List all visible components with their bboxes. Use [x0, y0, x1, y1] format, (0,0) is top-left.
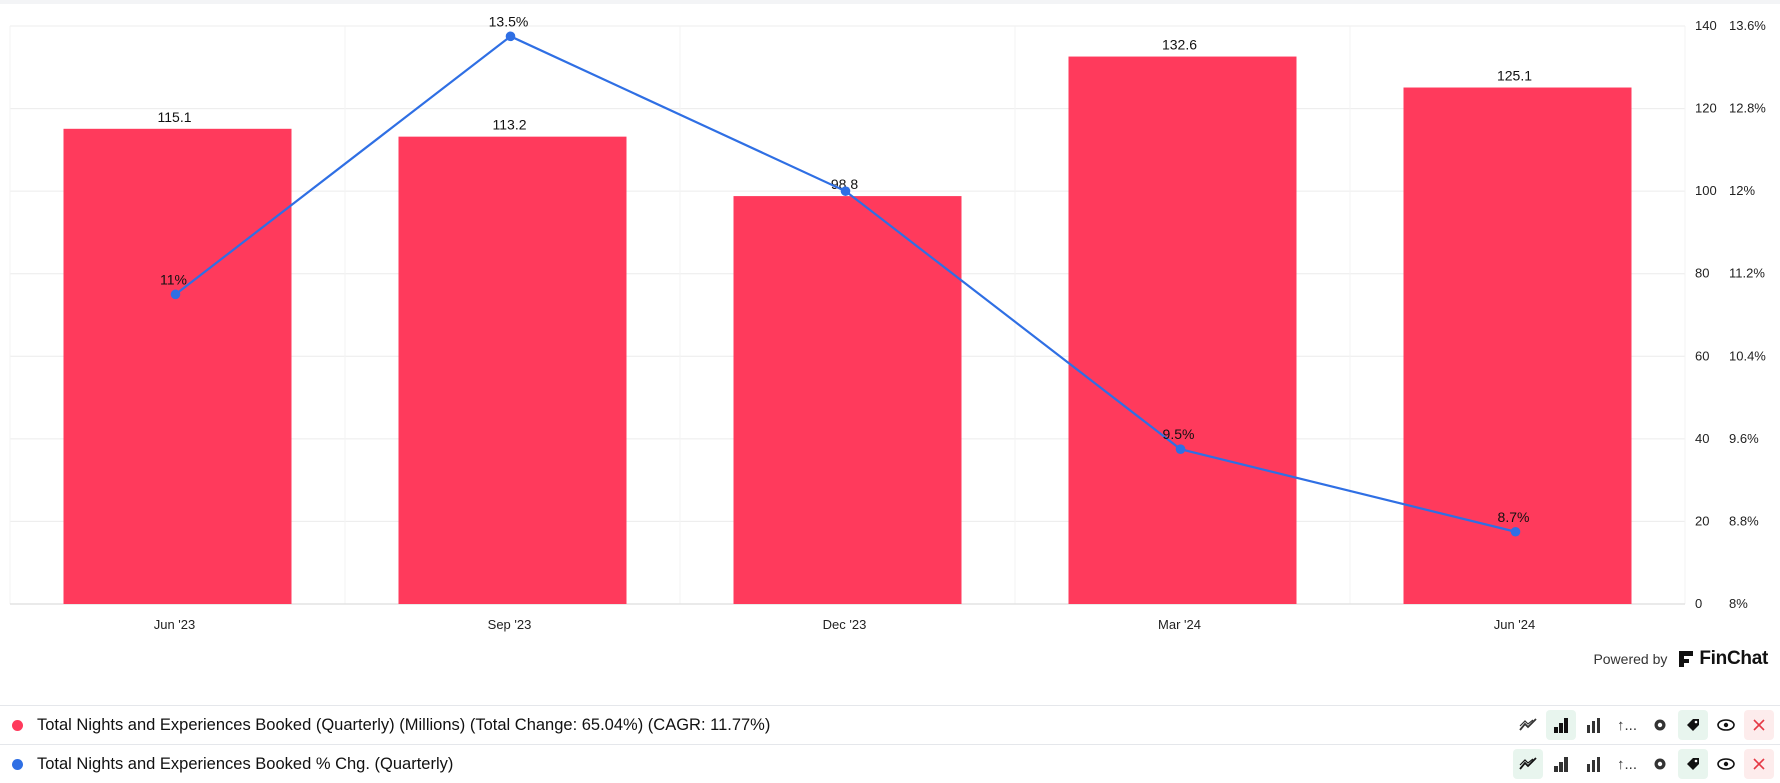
bar-value-label: 115.1: [158, 109, 192, 125]
bar-chart-icon[interactable]: [1546, 710, 1576, 740]
y-right-tick-label: 13.6%: [1729, 18, 1766, 33]
gear-icon[interactable]: [1645, 710, 1675, 740]
y-right-tick-label: 12%: [1729, 183, 1755, 198]
top-strip: [0, 0, 1780, 4]
bar: [733, 196, 962, 604]
bar: [63, 128, 292, 604]
close-icon[interactable]: [1744, 710, 1774, 740]
legend-dot-pct-change: [12, 758, 23, 770]
gear-icon[interactable]: [1645, 749, 1675, 779]
y-right-tick-label: 8.8%: [1729, 513, 1759, 528]
finchat-logo-text: FinChat: [1699, 648, 1768, 669]
y-left-tick-label: 0: [1695, 596, 1702, 611]
bar-chart-icon[interactable]: [1546, 749, 1576, 779]
line-chart-icon[interactable]: [1513, 710, 1543, 740]
eye-icon[interactable]: [1711, 710, 1741, 740]
tag-icon[interactable]: [1678, 749, 1708, 779]
y-right-tick-label: 11.2%: [1729, 266, 1765, 281]
y-left-tick-label: 100: [1695, 183, 1717, 198]
y-left-tick-label: 40: [1695, 431, 1709, 446]
x-tick-label: Mar '24: [1158, 617, 1201, 632]
powered-by: Powered by FinChat: [1593, 648, 1768, 670]
series-toolbar-pct-change: ↑...: [1513, 749, 1774, 779]
line-point: [505, 31, 516, 42]
sort-icon[interactable]: ↑...: [1616, 716, 1637, 734]
sort-icon[interactable]: ↑...: [1616, 755, 1637, 773]
grouped-bar-icon[interactable]: [1579, 749, 1609, 779]
y-right-tick-label: 10.4%: [1729, 348, 1766, 363]
bar-value-label: 132.6: [1162, 37, 1197, 53]
y-right-tick-label: 12.8%: [1729, 101, 1766, 116]
line-point: [840, 186, 851, 196]
legend-label-pct-change[interactable]: Total Nights and Experiences Booked % Ch…: [37, 754, 454, 773]
series-toolbar-bookings: ↑...: [1513, 710, 1774, 740]
y-right-tick-label: 9.6%: [1729, 431, 1759, 446]
line-point: [1510, 526, 1521, 537]
line-point: [1175, 444, 1186, 454]
x-tick-label: Dec '23: [823, 617, 867, 632]
y-left-tick-label: 80: [1695, 266, 1709, 281]
finchat-logo-icon: [1679, 651, 1694, 667]
line-value-label: 11%: [160, 271, 187, 287]
finchat-logo[interactable]: FinChat: [1677, 648, 1768, 670]
y-right-tick-label: 8%: [1729, 596, 1748, 611]
bar: [1068, 56, 1297, 604]
bar-value-label: 125.1: [1497, 68, 1532, 84]
bar: [398, 136, 627, 604]
legend-dot-bookings: [12, 719, 23, 731]
y-left-tick-label: 140: [1695, 18, 1717, 33]
bar: [1403, 87, 1632, 604]
bar-value-label: 113.2: [493, 117, 527, 133]
y-left-tick-label: 20: [1695, 513, 1709, 528]
x-tick-label: Jun '24: [1494, 617, 1536, 632]
legend-row-bookings: Total Nights and Experiences Booked (Qua…: [0, 705, 1780, 744]
y-left-tick-label: 60: [1695, 348, 1709, 363]
x-tick-label: Jun '23: [154, 617, 196, 632]
x-tick-label: Sep '23: [488, 617, 532, 632]
powered-by-text: Powered by: [1593, 651, 1668, 667]
line-point: [170, 289, 181, 300]
grouped-bar-icon[interactable]: [1579, 710, 1609, 740]
y-left-tick-label: 120: [1695, 101, 1717, 116]
tag-icon[interactable]: [1678, 710, 1708, 740]
combo-chart: 0 20 40 60 80 100 120 140 8% 8.8% 9.6% 10.4% 11.2% 12…: [9, 13, 1766, 632]
eye-icon[interactable]: [1711, 749, 1741, 779]
line-value-label: 8.7%: [1498, 509, 1530, 525]
close-icon[interactable]: [1744, 749, 1774, 779]
line-chart-icon[interactable]: [1513, 749, 1543, 779]
line-value-label: 13.5%: [489, 13, 529, 29]
legend-label-bookings[interactable]: Total Nights and Experiences Booked (Qua…: [37, 715, 771, 734]
line-value-label: 9.5%: [1163, 426, 1195, 442]
legend-row-pct-change: Total Nights and Experiences Booked % Ch…: [0, 744, 1780, 783]
